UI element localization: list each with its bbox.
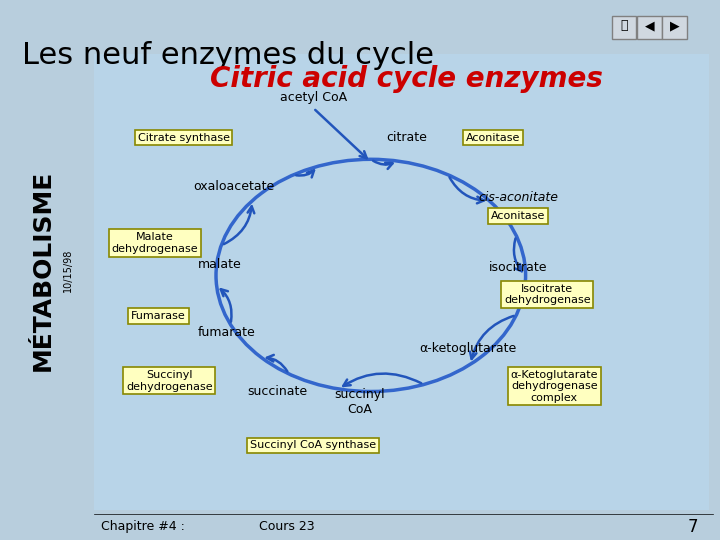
FancyBboxPatch shape — [94, 54, 709, 510]
Text: Cours 23: Cours 23 — [259, 520, 315, 533]
FancyBboxPatch shape — [662, 16, 687, 39]
Text: malate: malate — [198, 258, 241, 271]
Text: citrate: citrate — [387, 131, 427, 144]
Text: Succinyl CoA synthase: Succinyl CoA synthase — [250, 441, 377, 450]
Text: fumarate: fumarate — [198, 326, 256, 339]
Text: MÉTABOLISME: MÉTABOLISME — [31, 170, 55, 370]
Text: Succinyl
dehydrogenase: Succinyl dehydrogenase — [126, 370, 212, 392]
Text: Malate
dehydrogenase: Malate dehydrogenase — [112, 232, 198, 254]
FancyBboxPatch shape — [637, 16, 662, 39]
Text: ⏮: ⏮ — [621, 19, 628, 32]
Text: acetyl CoA: acetyl CoA — [279, 91, 347, 104]
Text: Citrate synthase: Citrate synthase — [138, 133, 230, 143]
Text: succinyl
CoA: succinyl CoA — [335, 388, 385, 416]
Text: cis-aconitate: cis-aconitate — [478, 191, 559, 204]
FancyBboxPatch shape — [612, 16, 636, 39]
Text: Isocitrate
dehydrogenase: Isocitrate dehydrogenase — [504, 284, 590, 305]
Text: 10/15/98: 10/15/98 — [63, 248, 73, 292]
Text: Citric acid cycle enzymes: Citric acid cycle enzymes — [210, 65, 603, 93]
Text: Aconitase: Aconitase — [466, 133, 521, 143]
Text: ▶: ▶ — [670, 19, 680, 32]
Text: ◀: ◀ — [644, 19, 654, 32]
Text: Chapitre #4 :: Chapitre #4 : — [101, 520, 184, 533]
Text: α-ketoglutarate: α-ketoglutarate — [419, 342, 517, 355]
Text: isocitrate: isocitrate — [489, 261, 548, 274]
Text: oxaloacetate: oxaloacetate — [194, 180, 274, 193]
Text: α-Ketoglutarate
dehydrogenase
complex: α-Ketoglutarate dehydrogenase complex — [510, 369, 598, 403]
Text: Les neuf enzymes du cycle: Les neuf enzymes du cycle — [22, 40, 433, 70]
Text: Aconitase: Aconitase — [491, 211, 546, 221]
Text: succinate: succinate — [247, 385, 307, 398]
Text: Fumarase: Fumarase — [131, 311, 186, 321]
Text: 7: 7 — [688, 517, 698, 536]
